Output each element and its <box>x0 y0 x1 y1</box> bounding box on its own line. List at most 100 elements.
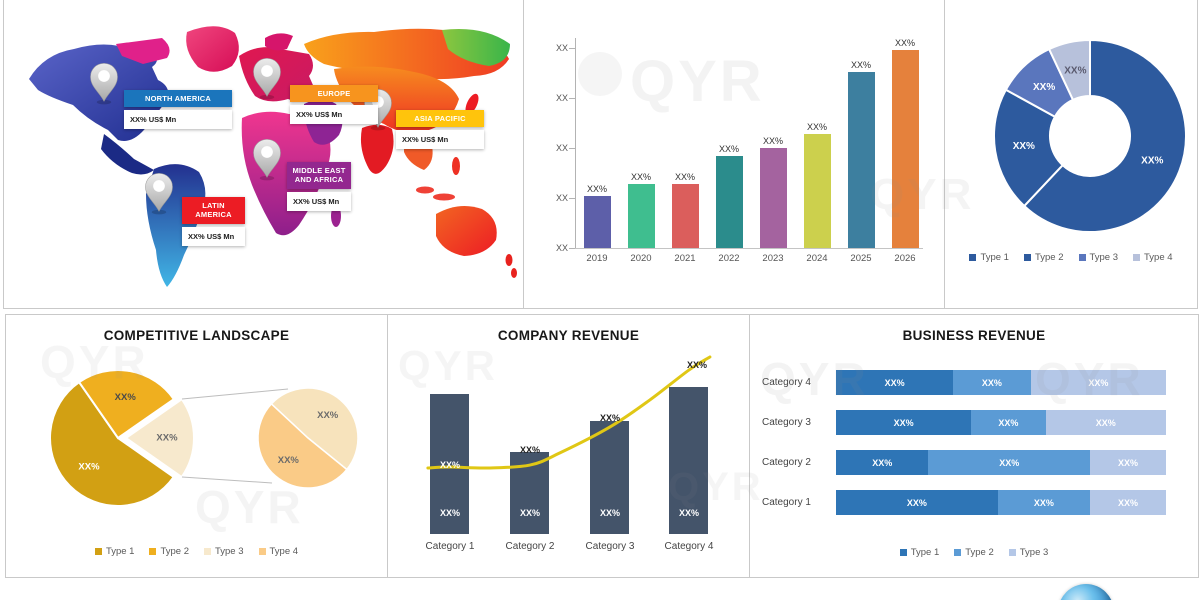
legend-item: Type 3 <box>1078 252 1118 263</box>
y-axis-line <box>575 38 576 248</box>
donut-chart: XX% XX% XX% XX% <box>993 38 1187 233</box>
bar-column: XX% <box>582 184 612 248</box>
y-tick-label: XX <box>555 43 568 53</box>
row-category-label: Category 4 <box>762 377 811 388</box>
stacked-bar-row: Category 1 XX% XX% XX% <box>762 490 1166 515</box>
legend-swatch <box>1023 254 1031 261</box>
legend-swatch <box>899 549 907 556</box>
company-bar <box>590 421 629 534</box>
bar-column: XX% <box>802 122 832 248</box>
australia-shape <box>436 205 497 256</box>
y-tick-mark <box>569 48 575 49</box>
x-category-label: Category 2 <box>505 541 555 552</box>
legend-label: Type 1 <box>910 547 940 558</box>
legend-item: Type 4 <box>1133 252 1173 263</box>
growth-bar <box>803 134 831 248</box>
stacked-bar: XX% XX% XX% <box>836 410 1166 435</box>
stacked-bar-row: Category 4 XX% XX% XX% <box>762 370 1166 395</box>
connector-line <box>181 388 289 400</box>
detail-pie-value-label: XX% <box>317 410 339 421</box>
x-tick-label: 2026 <box>894 253 916 264</box>
stacked-bar-row: Category 3 XX% XX% XX% <box>762 410 1166 435</box>
panel-competitive-landscape: COMPETITIVE LANDSCAPE XX% XX% XX% XX% XX% Ty… <box>5 314 388 578</box>
bar-value-label: XX% <box>718 144 739 154</box>
line-value-label: XX% <box>439 460 461 470</box>
greenland-shape <box>186 26 239 72</box>
trend-line-path <box>426 355 712 470</box>
y-tick-mark <box>569 148 575 149</box>
bar-segment: XX% <box>1090 450 1166 475</box>
company-revenue-plot <box>388 355 749 534</box>
bar-value-label: XX% <box>599 508 621 518</box>
legend-label: Type 1 <box>980 252 1009 263</box>
y-tick-label: XX <box>555 93 568 103</box>
japan-shape <box>465 93 479 115</box>
new-zealand-shape <box>511 268 517 278</box>
legend-swatch <box>954 549 962 556</box>
panel-company-revenue: COMPANY REVENUE XX% XX% XX% XX% XX% XX% XX% XX%… <box>387 314 750 578</box>
bar-segment: XX% <box>836 370 954 395</box>
legend-item: Type 1 <box>899 547 940 558</box>
bar-column: XX% <box>758 136 788 248</box>
x-category-label: Category 3 <box>585 541 635 552</box>
globe-icon <box>1058 584 1114 600</box>
legend-item: Type 4 <box>258 546 299 557</box>
canada-east-shape <box>116 38 170 64</box>
bar-column: XX% <box>714 144 744 248</box>
indonesia-shape <box>433 193 455 201</box>
region-callout: LATIN AMERICA XX% US$ Mn <box>182 197 245 246</box>
donut-legend: Type 1 Type 2 Type 3 Type 4 <box>945 252 1197 263</box>
stacked-bar-row: Category 2 XX% XX% XX% <box>762 450 1166 475</box>
y-tick-mark <box>569 98 575 99</box>
competitive-legend: Type 1 Type 2 Type 3 Type 4 <box>6 546 387 557</box>
legend-item: Type 2 <box>149 546 189 557</box>
donut-value-label: XX% <box>1013 141 1035 152</box>
pie-slice <box>77 369 176 440</box>
bar-segment: XX% <box>1045 410 1166 435</box>
pie-slice <box>49 380 176 507</box>
legend-item: Type 2 <box>1023 252 1064 263</box>
bar-segment: XX% <box>1090 490 1166 515</box>
region-value: XX% US$ Mn <box>182 226 245 246</box>
donut-value-label: XX% <box>1033 82 1055 93</box>
y-tick-label: XX <box>555 193 568 203</box>
panel-title: BUSINESS REVENUE <box>902 328 1046 343</box>
india-shape <box>360 124 394 174</box>
growth-bar <box>627 184 655 248</box>
line-value-label: XX% <box>686 360 708 370</box>
x-tick-label: 2022 <box>718 253 740 264</box>
x-tick-label: 2019 <box>586 253 608 264</box>
company-bar <box>669 387 708 534</box>
bar-segment: XX% <box>1030 370 1166 395</box>
panel-growth-bar-chart: XX XX XX XX XX XX% XX% XX% XX% XX% XX% XX% XX% 2019… <box>523 0 946 309</box>
x-tick-label: 2025 <box>850 253 872 264</box>
x-category-label: Category 1 <box>425 541 475 552</box>
growth-bar <box>583 196 611 248</box>
y-tick-mark <box>569 198 575 199</box>
competitive-pie-charts: XX% XX% XX% XX% XX% <box>49 369 359 507</box>
panel-type-share-donut: XX% XX% XX% XX% Type 1 Type 2 Type 3 Type 4 <box>944 0 1198 309</box>
region-value: XX% US$ Mn <box>290 105 378 125</box>
panel-title: COMPETITIVE LANDSCAPE <box>103 328 290 343</box>
stacked-bar: XX% XX% XX% <box>836 490 1166 515</box>
donut-value-label: XX% <box>1141 155 1163 166</box>
russia-far-east-shape <box>442 28 510 66</box>
indonesia-shape <box>416 186 434 194</box>
bar-value-label: XX% <box>439 508 461 518</box>
bar-segment: XX% <box>971 410 1046 435</box>
legend-label: Type 2 <box>160 546 189 557</box>
legend-label: Type 4 <box>269 546 299 557</box>
bar-column: XX% <box>670 172 700 248</box>
row-category-label: Category 3 <box>762 417 811 428</box>
bar-segment: XX% <box>836 410 972 435</box>
pie-value-label: XX% <box>156 433 178 444</box>
bar-column: XX% <box>846 60 876 248</box>
bar-value-label: XX% <box>762 136 783 146</box>
legend-swatch <box>94 548 102 555</box>
region-callout: ASIA PACIFIC XX% US$ Mn <box>396 110 484 150</box>
detail-pie-value-label: XX% <box>278 455 300 466</box>
growth-bar <box>847 72 875 248</box>
legend-swatch <box>1008 549 1016 556</box>
legend-swatch <box>258 548 266 555</box>
